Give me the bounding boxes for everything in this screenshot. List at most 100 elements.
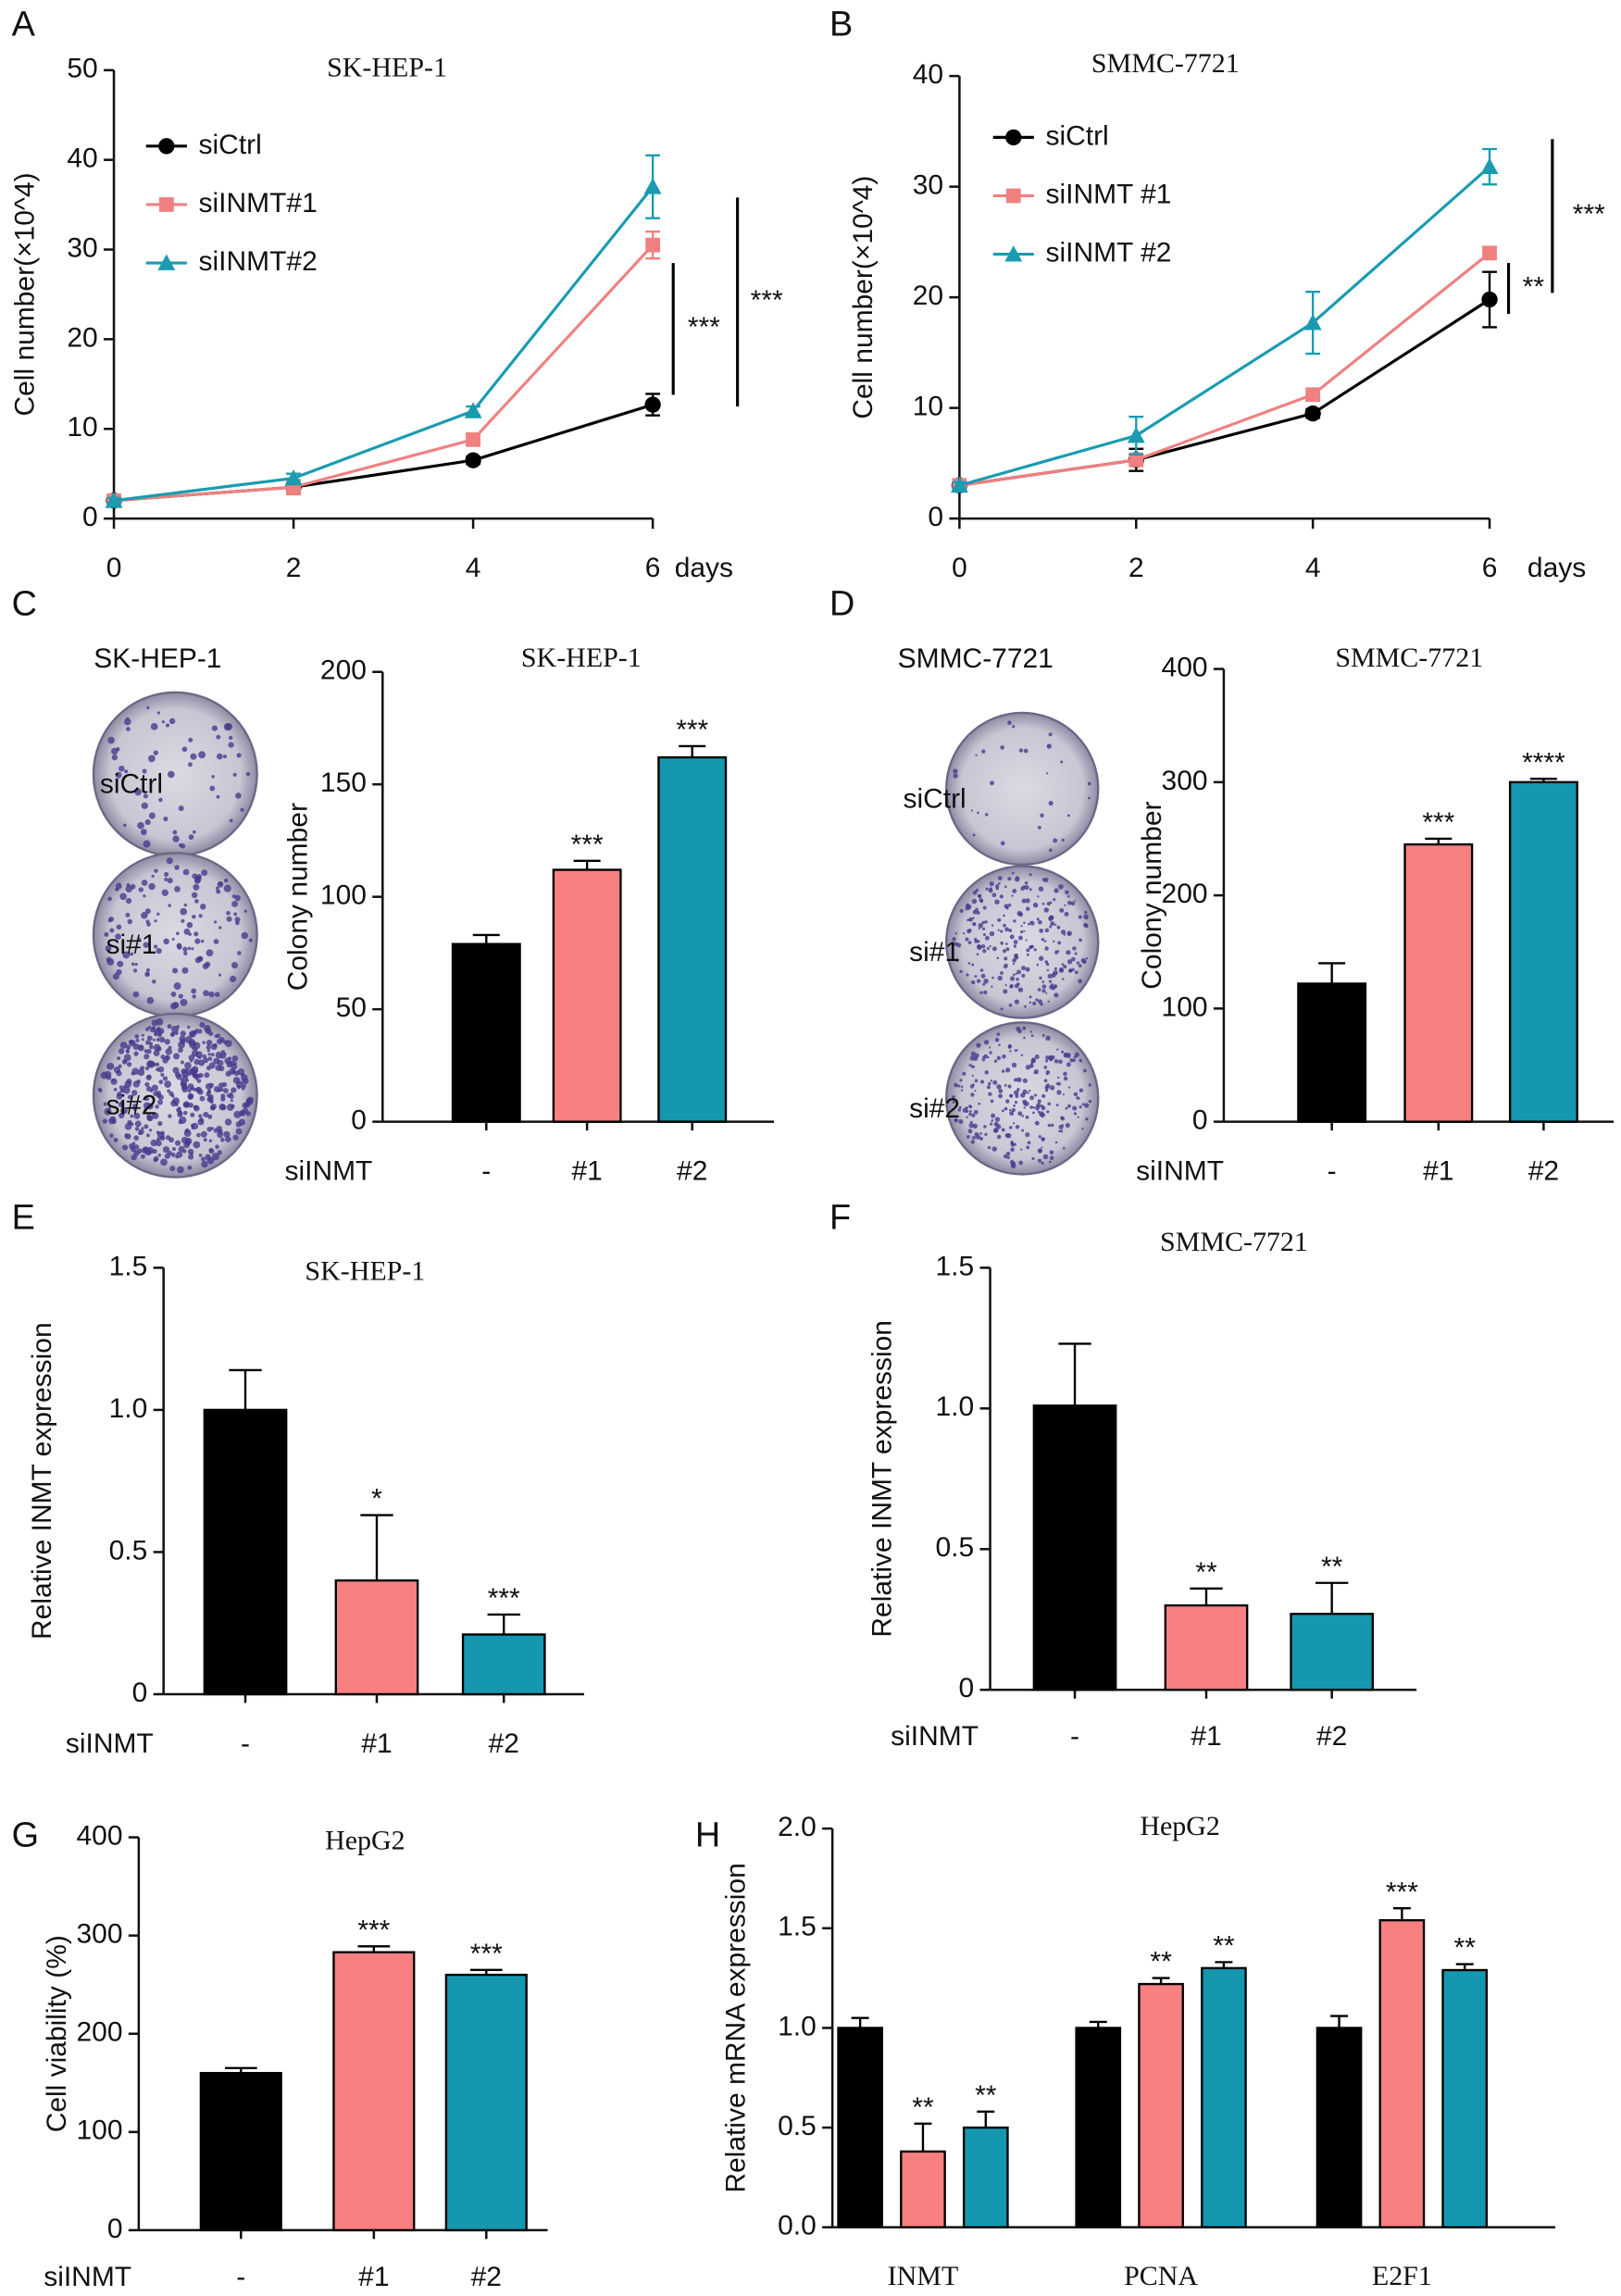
- colony: [185, 1079, 189, 1082]
- colony: [989, 1046, 991, 1049]
- colony: [144, 819, 151, 826]
- colony: [226, 910, 231, 916]
- colony: [1053, 898, 1056, 902]
- colony: [143, 894, 146, 898]
- colony: [156, 1130, 159, 1134]
- colony: [1049, 1155, 1054, 1160]
- colony: [1016, 1026, 1021, 1032]
- colony: [208, 1148, 215, 1154]
- colony: [232, 1077, 241, 1084]
- colony: [1060, 1050, 1065, 1054]
- colony: [1047, 973, 1053, 979]
- colony: [135, 1038, 140, 1042]
- colony: [1025, 1065, 1031, 1070]
- colony: [990, 1079, 993, 1082]
- colony: [176, 1073, 182, 1080]
- colony: [201, 869, 208, 877]
- colony: [960, 1085, 964, 1089]
- colony: [972, 1123, 978, 1129]
- colony: [1011, 1107, 1016, 1113]
- colony: [1058, 884, 1064, 890]
- series-line: [959, 252, 1491, 487]
- colony: [143, 1054, 150, 1060]
- colony: [1041, 989, 1046, 993]
- error-bar: [573, 859, 601, 870]
- colony: [111, 754, 118, 761]
- colony: [193, 883, 200, 891]
- colony: [148, 812, 156, 819]
- colony: [216, 889, 221, 894]
- colony: [981, 1057, 986, 1062]
- colony: [184, 1036, 193, 1044]
- colony: [1013, 1142, 1016, 1146]
- colony: [225, 1136, 231, 1142]
- y-tick-label: 0: [132, 1678, 148, 1708]
- x-axis-label: days: [1527, 553, 1586, 583]
- colony: [1009, 983, 1014, 989]
- colony: [133, 1051, 139, 1056]
- colony: [229, 1093, 234, 1100]
- colony: [187, 1165, 193, 1170]
- colony: [1026, 953, 1029, 956]
- colony: [968, 917, 973, 922]
- y-tick-label: 1.0: [109, 1393, 148, 1424]
- colony: [1020, 925, 1023, 928]
- colony: [1008, 929, 1013, 933]
- colony: [1037, 825, 1041, 830]
- colony: [980, 973, 986, 979]
- colony: [1014, 999, 1019, 1004]
- colony: [1060, 1116, 1066, 1121]
- colony: [1016, 953, 1018, 956]
- colony: [165, 1135, 171, 1141]
- colony: [109, 928, 115, 933]
- colony: [1017, 935, 1023, 941]
- colony: [196, 873, 202, 880]
- colony: [1044, 1089, 1049, 1092]
- colony: [160, 1073, 165, 1077]
- y-tick-label: 0.5: [778, 2111, 817, 2141]
- colony: [1004, 942, 1008, 945]
- colony: [164, 877, 168, 881]
- colony: [1000, 930, 1004, 933]
- colony: [1009, 1126, 1013, 1129]
- significance-label: ***: [1573, 199, 1605, 230]
- colony: [984, 920, 988, 924]
- significance-label: ***: [688, 312, 720, 343]
- colony: [958, 1105, 962, 1109]
- y-tick-label: 20: [67, 322, 97, 353]
- colony: [176, 931, 180, 936]
- colony: [1013, 940, 1018, 944]
- colony: [1013, 944, 1017, 948]
- colony: [165, 1048, 172, 1055]
- colony: [981, 927, 986, 930]
- legend-label: siCtrl: [1045, 120, 1108, 151]
- marker: [1480, 157, 1499, 175]
- error-bar: [977, 2110, 995, 2128]
- chart-title: HepG2: [1140, 1811, 1220, 1841]
- colony: [231, 1087, 237, 1093]
- bar: [1316, 2027, 1363, 2228]
- bar: [1441, 1968, 1489, 2228]
- colony: [231, 901, 238, 907]
- colony: [143, 840, 151, 848]
- colony: [243, 909, 247, 913]
- colony: [991, 892, 997, 898]
- colony: [178, 1110, 183, 1116]
- colony: [188, 932, 192, 936]
- colony: [122, 1085, 127, 1089]
- colony: [1045, 1035, 1051, 1041]
- colony: [1076, 961, 1080, 965]
- colony: [989, 930, 995, 937]
- colony: [236, 1085, 241, 1090]
- marker: [1482, 245, 1497, 261]
- colony: [1064, 911, 1069, 917]
- colony: [1054, 967, 1057, 970]
- colony: [968, 1064, 972, 1067]
- colony: [1020, 1092, 1026, 1098]
- colony: [223, 723, 231, 731]
- colony: [205, 1154, 211, 1161]
- colony: [952, 1095, 955, 1099]
- colony: [959, 969, 963, 973]
- x-tick-label: 2: [1128, 553, 1144, 583]
